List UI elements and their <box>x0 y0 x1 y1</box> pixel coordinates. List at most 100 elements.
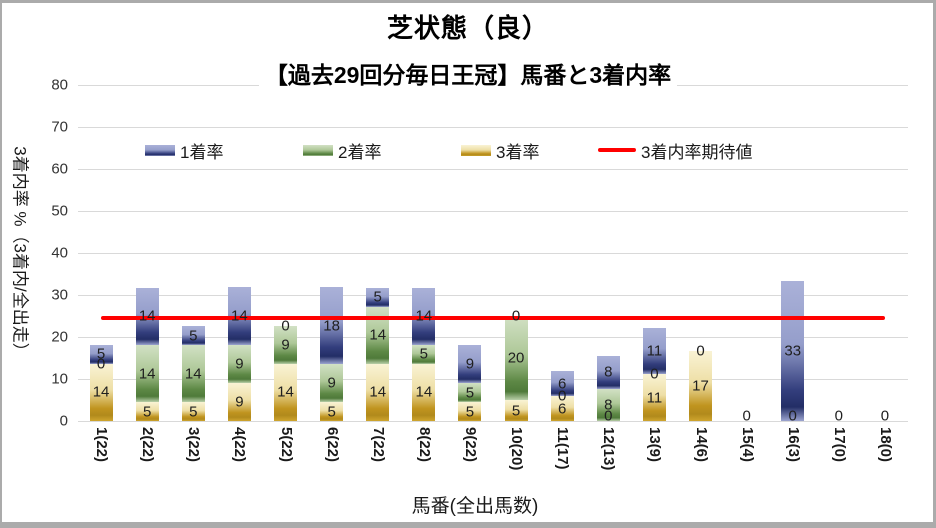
bar-value-label: 5 <box>511 402 521 419</box>
bar-segment-first <box>181 326 205 345</box>
x-tick-label-13: 13(9) <box>646 427 664 463</box>
bar-segment-second <box>274 325 297 364</box>
bar-segment-first <box>458 344 482 384</box>
chart-subtitle-text: 【過去29回分毎日王冠】馬番と3着内率 <box>258 62 678 88</box>
x-tick-label-1: 1(22) <box>93 427 111 463</box>
bar-value-label: 14 <box>184 365 202 383</box>
bar-value-label: 5 <box>189 327 198 345</box>
bar-value-label: 9 <box>327 374 336 392</box>
bar-value-label: 14 <box>92 383 110 401</box>
bar-segment-third <box>504 400 528 421</box>
bar-segment-first <box>227 287 251 345</box>
x-tick-label-17: 17(0) <box>830 427 848 463</box>
bar-segment-third <box>274 363 297 421</box>
bar-segment-first <box>550 371 574 397</box>
bar-value-label: 0 <box>788 407 797 425</box>
bar-value-label: 14 <box>231 307 248 325</box>
gridline-20 <box>78 337 908 338</box>
bar-segment-second <box>135 344 159 403</box>
bar-value-label: 14 <box>369 383 387 401</box>
bar-segment-third <box>89 363 113 421</box>
bar-segment-third <box>320 402 344 421</box>
bar-segment-third <box>689 350 712 421</box>
bar-value-label: 14 <box>415 383 433 401</box>
bar-value-label: 14 <box>277 383 294 401</box>
bar-value-label: 6 <box>557 375 567 393</box>
x-tick-label-4: 4(22) <box>231 427 249 463</box>
legend-expectation-line-swatch <box>598 148 636 152</box>
bar-value-label: 14 <box>415 307 433 325</box>
bar-value-label: 5 <box>327 403 336 421</box>
window-border-top <box>0 0 936 3</box>
x-tick-label-3: 3(22) <box>185 427 203 463</box>
bar-value-label: 0 <box>281 317 290 335</box>
bar-value-label: 0 <box>696 342 705 360</box>
legend-label-third: 3着率 <box>496 142 540 162</box>
bar-value-label: 9 <box>465 355 475 373</box>
legend: 1着率 2着率 3着率 3着内率期待値 <box>0 138 936 162</box>
gridline-40 <box>78 253 908 254</box>
gridline-0 <box>78 421 908 422</box>
bar-value-label: 5 <box>465 384 475 402</box>
window-border-left <box>0 0 2 528</box>
bar-segment-first <box>642 327 666 375</box>
bar-segment-third <box>642 374 666 421</box>
bar-segment-second <box>458 383 482 403</box>
bar-segment-second <box>320 363 344 403</box>
legend-item-first: 1着率 <box>145 138 223 162</box>
bar-value-label: 0 <box>650 365 659 383</box>
bar-value-label: 5 <box>96 345 106 363</box>
bar-segment-first <box>596 356 620 389</box>
legend-item-second: 2着率 <box>303 138 381 162</box>
bar-segment-second <box>227 344 251 383</box>
bar-value-label: 0 <box>511 307 521 325</box>
y-tick-label-40: 40 <box>51 244 68 262</box>
bar-segment-first <box>89 344 113 364</box>
bar-value-label: 14 <box>369 326 387 344</box>
bar-value-label: 6 <box>557 400 567 418</box>
window-border-right <box>933 0 936 528</box>
bar-value-label: 5 <box>419 345 428 363</box>
bar-value-label: 0 <box>96 355 106 373</box>
legend-label-second: 2着率 <box>338 142 382 162</box>
y-tick-label-0: 0 <box>59 412 68 430</box>
gridline-60 <box>78 169 908 170</box>
bar-segment-second <box>412 344 436 364</box>
y-tick-label-80: 80 <box>51 76 68 94</box>
bar-value-label: 8 <box>604 396 613 414</box>
gridline-10 <box>78 379 908 380</box>
bar-value-label: 14 <box>138 365 156 383</box>
y-axis-title: 3着内率 %（3着内/全出走） <box>10 146 30 360</box>
bar-value-label: 0 <box>604 407 613 425</box>
x-tick-label-2: 2(22) <box>139 427 157 463</box>
x-tick-label-15: 15(4) <box>738 427 756 463</box>
legend-label-expectation: 3着内率期待値 <box>641 142 753 162</box>
window-border-bottom <box>0 522 936 528</box>
bar-value-label: 14 <box>138 307 156 325</box>
bar-segment-first <box>366 287 390 307</box>
x-tick-label-5: 5(22) <box>277 427 295 463</box>
x-tick-label-18: 18(0) <box>876 427 894 463</box>
bar-segment-second <box>181 344 205 403</box>
bar-segment-third <box>412 363 436 421</box>
bar-value-label: 0 <box>834 407 843 425</box>
bar-value-label: 20 <box>507 349 525 367</box>
x-axis-title: 馬番(全出馬数) <box>411 496 539 517</box>
y-tick-label-50: 50 <box>51 202 68 220</box>
bar-segment-second <box>596 388 620 421</box>
x-tick-label-12: 12(13) <box>600 427 618 471</box>
bar-value-label: 18 <box>323 317 340 335</box>
bar-value-label: 9 <box>281 336 290 354</box>
y-tick-label-70: 70 <box>51 118 68 136</box>
gridline-30 <box>78 295 908 296</box>
gridline-50 <box>78 211 908 212</box>
x-tick-label-8: 8(22) <box>415 427 433 463</box>
legend-swatch-second <box>303 144 333 156</box>
bar-segment-first <box>320 287 344 364</box>
bar-segment-third <box>458 402 482 421</box>
bar-value-label: 17 <box>692 377 709 395</box>
x-tick-label-11: 11(17) <box>554 427 572 470</box>
bar-value-label: 5 <box>373 288 382 306</box>
y-tick-label-10: 10 <box>51 370 68 388</box>
